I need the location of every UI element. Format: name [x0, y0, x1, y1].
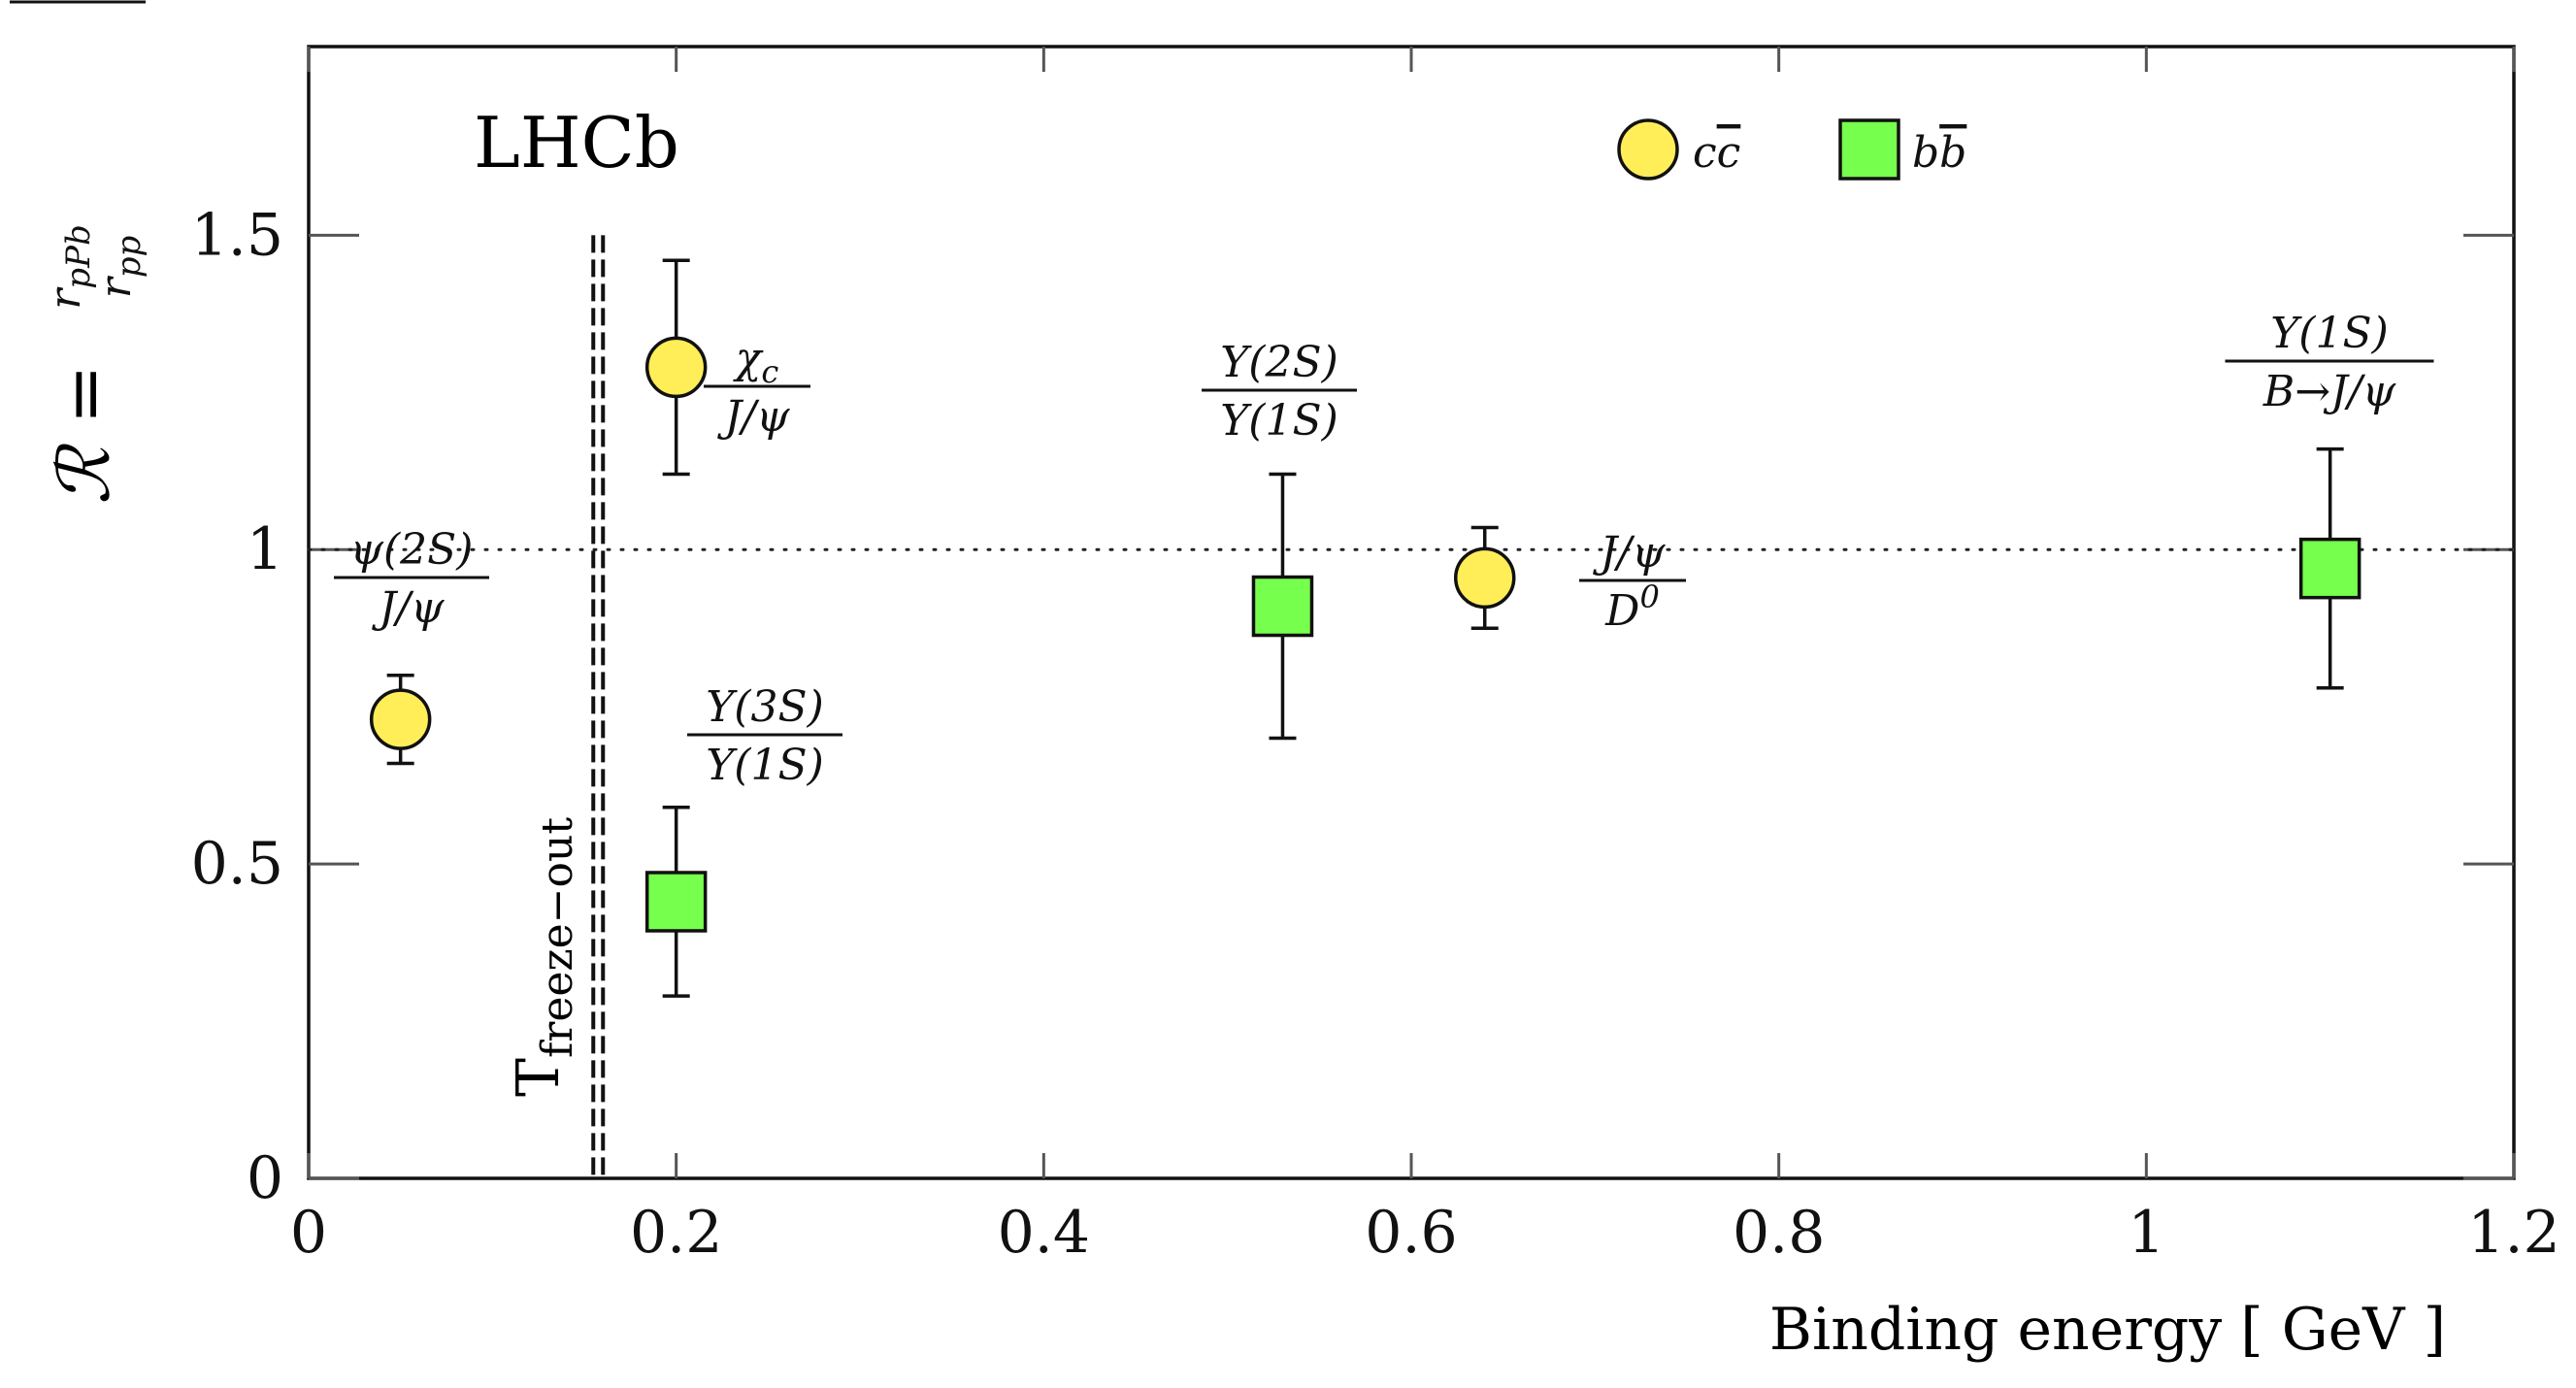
- x-tick-label: 0.8: [1733, 1199, 1825, 1267]
- bb-point-marker: [2298, 537, 2361, 600]
- bb-annotation-denominator-text: Υ(1S): [1220, 396, 1338, 446]
- legend-bb-marker: [1838, 118, 1900, 181]
- bb-annotation-numerator: Υ(3S): [706, 682, 824, 732]
- y-axis-equals: =: [43, 364, 126, 447]
- y-tick-label: 1: [247, 515, 283, 583]
- y-axis-numerator-sub: pPb: [59, 224, 98, 288]
- cc-annotation-numerator: χc: [733, 334, 779, 390]
- bb-annotation-numerator-text: Υ(2S): [1220, 338, 1338, 387]
- y-axis-denominator: rpp: [91, 236, 149, 299]
- x-tick-label: 1.2: [2467, 1199, 2559, 1267]
- x-tick-label: 0: [290, 1199, 327, 1267]
- cc-point-marker: [644, 336, 708, 399]
- cc-annotation-numerator: ψ(2S): [350, 525, 474, 575]
- bb-annotation-denominator-text: B→J/ψ: [2262, 367, 2396, 416]
- cc-annotation-denominator: D0: [1604, 578, 1660, 636]
- cc-annotation-denominator-text: J/ψ: [717, 392, 790, 442]
- cc-annotation-numerator: J/ψ: [1593, 528, 1666, 578]
- freeze-out-symbol: T: [505, 1058, 573, 1097]
- bb-annotation-denominator: B→J/ψ: [2262, 367, 2396, 416]
- y-axis-numerator-r: r: [41, 286, 90, 310]
- plot-frame: [307, 45, 2516, 1180]
- y-axis-symbol: ℛ =: [43, 364, 126, 505]
- cc-point-marker: [1453, 546, 1516, 610]
- cc-annotation-denominator-text: J/ψ: [372, 583, 445, 633]
- legend-cc-bar-symbol: c: [1717, 128, 1741, 178]
- x-tick-label: 1: [2128, 1199, 2164, 1267]
- cc-annotation-numerator-text: J/ψ: [1593, 528, 1666, 578]
- x-axis-label: Binding energy [ GeV ]: [1769, 1296, 2446, 1364]
- freeze-out-subscript: freeze−out: [533, 817, 582, 1058]
- bb-annotation-numerator-text: Υ(1S): [2270, 309, 2389, 358]
- legend-cc-marker: [1617, 118, 1679, 181]
- cc-annotation-numerator-sub: c: [761, 353, 778, 390]
- legend-cc-symbol: c: [1693, 128, 1717, 178]
- bb-annotation-denominator-text: Υ(1S): [706, 741, 824, 790]
- y-tick-label: 1.5: [191, 201, 283, 269]
- bb-annotation-numerator-text: Υ(3S): [706, 682, 824, 732]
- cc-annotation-numerator-text: χ: [733, 334, 764, 383]
- freeze-out-label: Tfreeze−out: [505, 817, 582, 1097]
- x-tick-label: 0.2: [630, 1199, 722, 1267]
- bb-annotation-numerator: Υ(1S): [2270, 309, 2389, 358]
- legend-bb-bar-symbol: b: [1939, 128, 1966, 178]
- legend-bb-label: bb: [1912, 128, 1966, 178]
- cc-point-marker: [369, 688, 432, 750]
- y-axis-numerator: rpPb: [41, 224, 98, 309]
- cc-annotation-denominator-text: D: [1604, 586, 1639, 636]
- cc-annotation-denominator: J/ψ: [372, 583, 445, 633]
- bb-annotation-denominator: Υ(1S): [706, 741, 824, 790]
- cc-annotation-numerator-text: ψ(2S): [350, 525, 474, 575]
- y-tick-label: 0: [247, 1144, 283, 1212]
- y-axis-denominator-sub: pp: [110, 236, 149, 279]
- y-tick-label: 0.5: [191, 830, 283, 898]
- bb-point-marker: [644, 871, 708, 933]
- y-axis-denominator-r: r: [91, 275, 141, 298]
- bb-annotation-numerator: Υ(2S): [1220, 338, 1338, 387]
- cc-annotation-denominator: J/ψ: [717, 392, 790, 442]
- plot-layer: 0 0.2 0.4 0.6 0.8 1 1.2 0 0.5 1 1.5 Tfreeze−out LHCb…: [10, 0, 2560, 1364]
- x-tick-label: 0.4: [998, 1199, 1090, 1267]
- cc-annotation-denominator-sup: 0: [1639, 578, 1659, 615]
- y-axis-script-r: ℛ: [43, 443, 126, 505]
- legend-cc-label: cc: [1693, 128, 1740, 178]
- experiment-label: LHCb: [474, 102, 679, 183]
- bb-point-marker: [1251, 575, 1314, 638]
- legend-bb-symbol: b: [1912, 128, 1939, 178]
- bb-annotation-denominator: Υ(1S): [1220, 396, 1338, 446]
- x-tick-label: 0.6: [1365, 1199, 1457, 1267]
